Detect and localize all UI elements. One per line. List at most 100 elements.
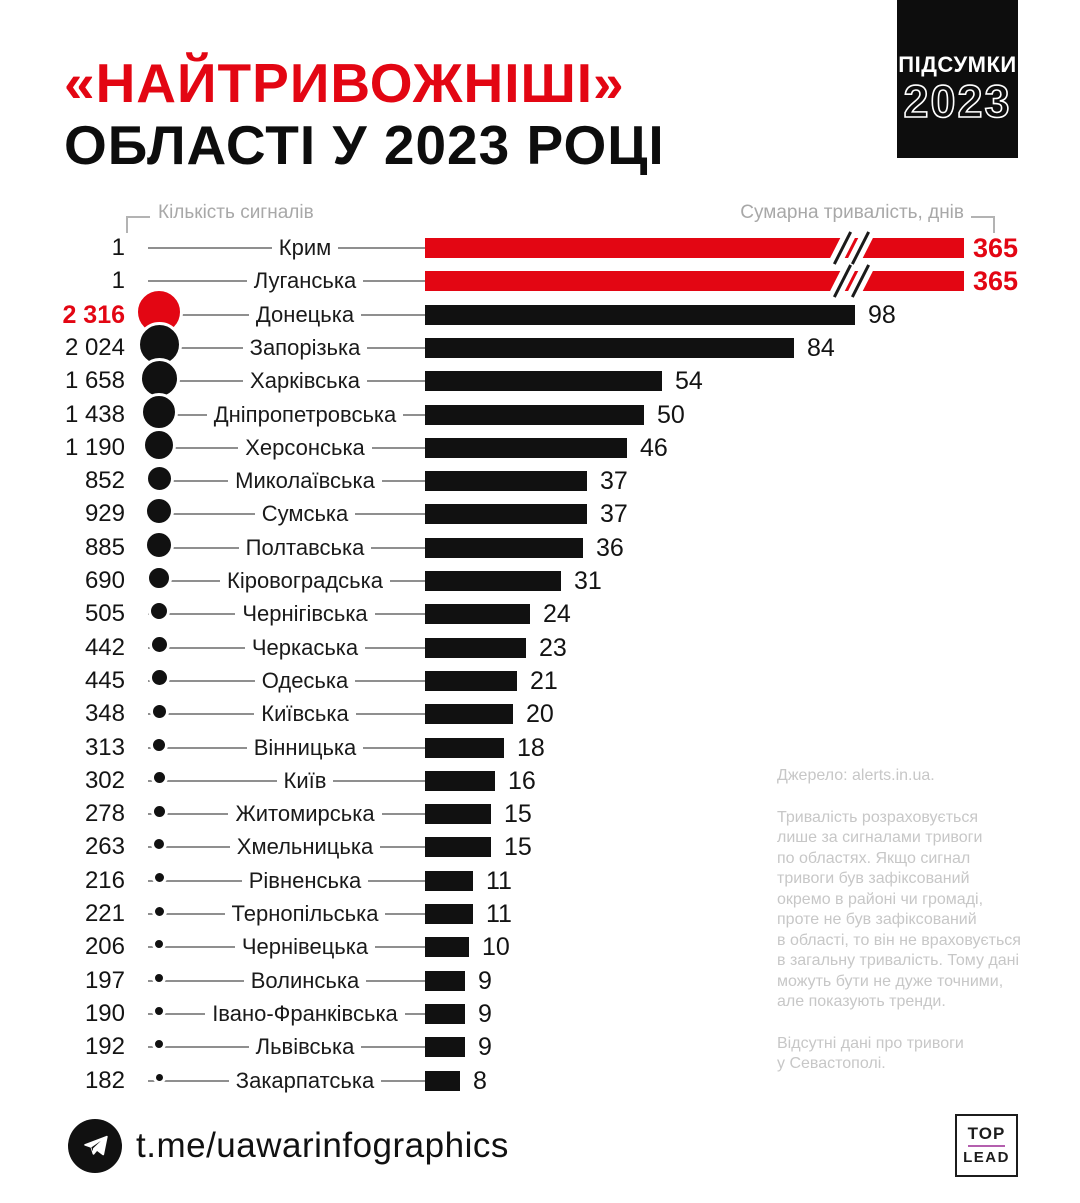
region-label: Чернігівська [175, 597, 435, 631]
toplead-divider [968, 1145, 1005, 1147]
region-label: Черкаська [175, 631, 435, 665]
duration-value: 365 [973, 233, 1019, 263]
telegram-handle: t.me/uawarinfographics [136, 1126, 509, 1165]
chart-row: 216 Рівненська 11 [0, 864, 1080, 898]
duration-value: 16 [508, 766, 536, 795]
region-label: Київ [175, 764, 435, 798]
duration-bar [425, 371, 662, 392]
badge-year: 2023 [903, 76, 1012, 127]
duration-bar [425, 571, 561, 591]
signal-circle [149, 701, 169, 721]
duration-bar [425, 770, 495, 791]
duration-value: 54 [675, 367, 703, 396]
chart-row: 1 Луганська 365 [0, 264, 1080, 299]
signal-count: 302 [84, 766, 125, 794]
chart-row: 1 438 Дніпропетровська 50 [0, 392, 1080, 432]
duration-value: 50 [657, 400, 685, 429]
signal-count: 505 [84, 600, 125, 628]
signal-count: 221 [84, 900, 125, 927]
signal-count: 263 [84, 833, 125, 861]
duration-bar [425, 904, 473, 924]
toplead-logo: TOP LEAD [955, 1114, 1018, 1177]
notes-block: Джерело: alerts.in.ua. Тривалість розрах… [777, 766, 1077, 1096]
duration-value: 31 [574, 567, 602, 595]
chart-row: 221 Тернопільська 11 [0, 897, 1080, 931]
duration-value: 11 [486, 866, 512, 895]
signal-count: 445 [84, 666, 125, 694]
signal-circle [144, 496, 174, 527]
chart-row: 192 Львівська 9 [0, 1030, 1080, 1064]
badge-label: ПІДСУМКИ [898, 52, 1017, 77]
region-label: Рівненська [175, 864, 435, 898]
chart-row: 190 Івано-Франківська 9 [0, 997, 1080, 1031]
duration-bar [425, 604, 530, 625]
chart-row: 690 Кіровоградська 31 [0, 564, 1080, 598]
duration-bar [425, 937, 469, 958]
duration-bar [425, 537, 583, 558]
signal-circle [151, 870, 167, 886]
duration-bar [425, 404, 644, 425]
chart-row: 1 658 Харківська 54 [0, 357, 1080, 399]
region-label: Хмельницька [175, 830, 435, 864]
chart-row: 302 Київ 16 [0, 764, 1080, 798]
region-label: Івано-Франківська [175, 997, 435, 1031]
chart-row: 263 Хмельницька 15 [0, 830, 1080, 864]
toplead-top-text: TOP [967, 1124, 1006, 1143]
duration-bar [425, 670, 517, 691]
duration-bar [425, 837, 491, 858]
signal-circle [140, 392, 178, 431]
chart-row: 929 Сумська 37 [0, 496, 1080, 531]
chart-row: 1 190 Херсонська 46 [0, 427, 1080, 465]
region-label: Запорізька [175, 331, 435, 365]
region-label: Львівська [175, 1030, 435, 1064]
duration-value: 365 [973, 266, 1019, 297]
region-label: Полтавська [175, 531, 435, 565]
duration-bar [425, 804, 491, 825]
duration-bar [425, 1003, 465, 1024]
duration-bar [425, 471, 587, 492]
region-label: Кіровоградська [175, 564, 435, 598]
signal-count: 2 024 [64, 333, 125, 361]
chart-row: 206 Чернівецька 10 [0, 930, 1080, 964]
note-missing: Відсутні дані про тривоги у Севастополі. [777, 1034, 964, 1073]
note-source: Джерело: alerts.in.ua. [777, 767, 935, 784]
duration-bar [425, 337, 794, 358]
signal-circle [151, 903, 167, 919]
chart-row: 885 Полтавська 36 [0, 529, 1080, 565]
region-label: Волинська [175, 964, 435, 998]
region-label: Чернівецька [175, 930, 435, 964]
region-label: Дніпропетровська [175, 398, 435, 432]
signal-count: 1 [111, 234, 125, 261]
signal-count: 1 [111, 267, 125, 295]
signal-count: 216 [84, 866, 125, 894]
region-label: Київська [175, 697, 435, 731]
signal-circle [150, 802, 168, 820]
duration-value: 23 [539, 633, 567, 662]
signal-count: 690 [84, 567, 125, 594]
signal-circle [144, 529, 174, 560]
signal-count: 190 [84, 999, 125, 1027]
telegram-link[interactable]: t.me/uawarinfographics [68, 1119, 509, 1173]
duration-bar [425, 264, 964, 299]
duration-value: 37 [600, 467, 628, 496]
duration-value: 21 [530, 666, 558, 695]
region-label: Херсонська [175, 431, 435, 465]
region-label: Харківська [175, 364, 435, 398]
signal-circle [144, 463, 174, 493]
region-label: Вінницька [175, 731, 435, 765]
region-label: Закарпатська [175, 1064, 435, 1098]
signal-circle [152, 937, 166, 952]
region-label: Донецька [175, 298, 435, 332]
duration-bar [425, 637, 526, 658]
duration-value: 46 [640, 433, 668, 462]
chart-row: 852 Миколаївська 37 [0, 463, 1080, 498]
signal-count: 442 [84, 633, 125, 661]
duration-bar [425, 704, 513, 725]
region-label: Крим [175, 231, 435, 265]
duration-bar [425, 437, 627, 458]
year-badge: ПІДСУМКИ 2023 [897, 0, 1018, 158]
duration-bar [425, 870, 473, 891]
axis-label-duration: Сумарна тривалість, днів [740, 202, 964, 223]
signal-circle [148, 667, 170, 689]
